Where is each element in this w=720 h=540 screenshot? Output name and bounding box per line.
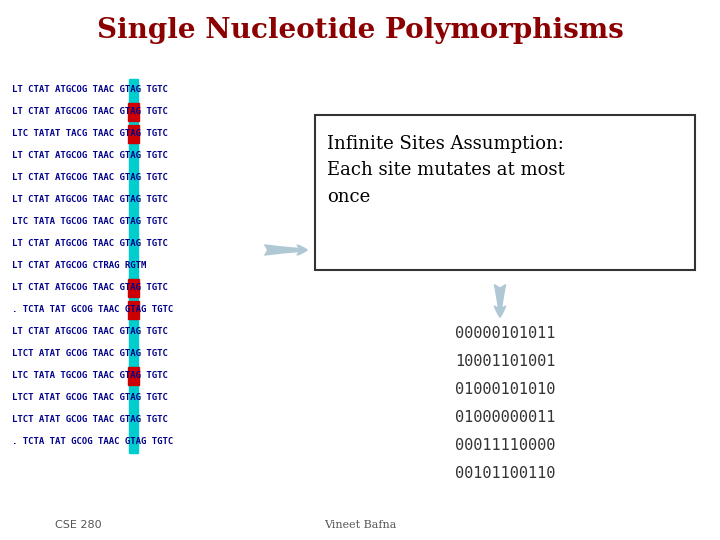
Text: 10001101001: 10001101001 bbox=[455, 354, 555, 368]
Text: LTC TATA TGCOG TAAC GTAG TGTC: LTC TATA TGCOG TAAC GTAG TGTC bbox=[12, 218, 168, 226]
Text: Infinite Sites Assumption:
Each site mutates at most
once: Infinite Sites Assumption: Each site mut… bbox=[327, 135, 564, 206]
Bar bbox=[127, 125, 138, 143]
Text: . TCTA TAT GCOG TAAC GTAG TGTC: . TCTA TAT GCOG TAAC GTAG TGTC bbox=[12, 306, 174, 314]
Text: LTCT ATAT GCOG TAAC GTAG TGTC: LTCT ATAT GCOG TAAC GTAG TGTC bbox=[12, 415, 168, 424]
Text: LTCT ATAT GCOG TAAC GTAG TGTC: LTCT ATAT GCOG TAAC GTAG TGTC bbox=[12, 394, 168, 402]
Text: 00011110000: 00011110000 bbox=[455, 437, 555, 453]
Bar bbox=[127, 279, 138, 297]
FancyBboxPatch shape bbox=[315, 115, 695, 270]
Text: LT CTAT ATGCOG CTRAG RGTM: LT CTAT ATGCOG CTRAG RGTM bbox=[12, 261, 146, 271]
Text: 00000101011: 00000101011 bbox=[455, 326, 555, 341]
Text: LT CTAT ATGCOG TAAC GTAG TGTC: LT CTAT ATGCOG TAAC GTAG TGTC bbox=[12, 195, 168, 205]
Bar bbox=[128, 79, 138, 453]
Text: LTC TATA TGCOG TAAC GTAG TGTC: LTC TATA TGCOG TAAC GTAG TGTC bbox=[12, 372, 168, 381]
Text: LTCT ATAT GCOG TAAC GTAG TGTC: LTCT ATAT GCOG TAAC GTAG TGTC bbox=[12, 349, 168, 359]
Text: 00101100110: 00101100110 bbox=[455, 465, 555, 481]
Text: LT CTAT ATGCOG TAAC GTAG TGTC: LT CTAT ATGCOG TAAC GTAG TGTC bbox=[12, 152, 168, 160]
Text: LT CTAT ATGCOG TAAC GTAG TGTC: LT CTAT ATGCOG TAAC GTAG TGTC bbox=[12, 284, 168, 293]
Text: LTC TATAT TACG TAAC GTAG TGTC: LTC TATAT TACG TAAC GTAG TGTC bbox=[12, 130, 168, 138]
Bar bbox=[127, 367, 138, 385]
Text: 01000000011: 01000000011 bbox=[455, 409, 555, 424]
Text: LT CTAT ATGCOG TAAC GTAG TGTC: LT CTAT ATGCOG TAAC GTAG TGTC bbox=[12, 85, 168, 94]
Text: Vineet Bafna: Vineet Bafna bbox=[324, 520, 396, 530]
Bar bbox=[127, 301, 138, 319]
Text: 01000101010: 01000101010 bbox=[455, 381, 555, 396]
Text: LT CTAT ATGCOG TAAC GTAG TGTC: LT CTAT ATGCOG TAAC GTAG TGTC bbox=[12, 173, 168, 183]
Bar bbox=[127, 103, 138, 121]
Text: . TCTA TAT GCOG TAAC GTAG TGTC: . TCTA TAT GCOG TAAC GTAG TGTC bbox=[12, 437, 174, 447]
Text: CSE 280: CSE 280 bbox=[55, 520, 102, 530]
Text: LT CTAT ATGCOG TAAC GTAG TGTC: LT CTAT ATGCOG TAAC GTAG TGTC bbox=[12, 240, 168, 248]
Text: LT CTAT ATGCOG TAAC GTAG TGTC: LT CTAT ATGCOG TAAC GTAG TGTC bbox=[12, 107, 168, 117]
Text: LT CTAT ATGCOG TAAC GTAG TGTC: LT CTAT ATGCOG TAAC GTAG TGTC bbox=[12, 327, 168, 336]
Text: Single Nucleotide Polymorphisms: Single Nucleotide Polymorphisms bbox=[96, 17, 624, 44]
